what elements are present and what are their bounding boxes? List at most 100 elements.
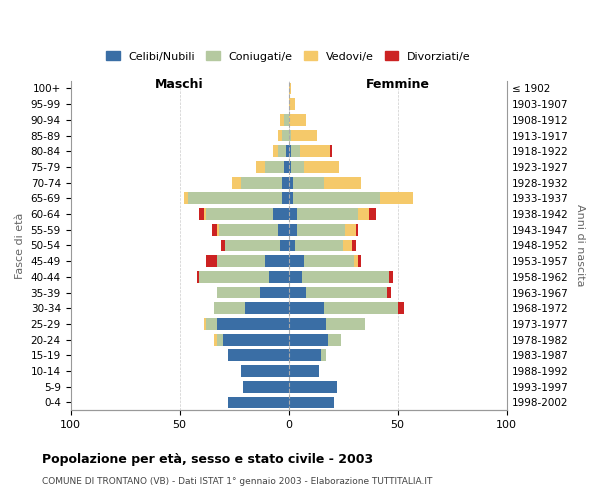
Bar xyxy=(289,98,295,110)
Bar xyxy=(358,208,370,220)
Bar xyxy=(280,240,289,252)
Bar xyxy=(289,161,291,173)
Bar xyxy=(323,302,398,314)
Bar xyxy=(291,146,299,157)
Bar xyxy=(226,240,280,252)
Bar xyxy=(289,350,322,361)
Bar xyxy=(323,177,361,188)
Bar xyxy=(398,302,404,314)
Bar xyxy=(282,177,289,188)
Bar xyxy=(289,130,291,141)
Bar xyxy=(289,256,304,267)
Bar xyxy=(260,286,289,298)
Bar xyxy=(289,208,298,220)
Bar xyxy=(203,208,206,220)
Bar xyxy=(289,286,306,298)
Bar xyxy=(284,114,289,126)
Bar xyxy=(289,82,291,94)
Bar xyxy=(295,240,343,252)
Bar xyxy=(278,146,286,157)
Bar xyxy=(289,224,298,235)
Bar xyxy=(289,334,328,345)
Bar xyxy=(289,240,295,252)
Text: Maschi: Maschi xyxy=(155,78,204,90)
Bar xyxy=(289,177,293,188)
Bar xyxy=(241,365,289,377)
Bar xyxy=(306,286,387,298)
Bar xyxy=(289,302,323,314)
Bar xyxy=(343,240,352,252)
Bar xyxy=(245,302,289,314)
Bar xyxy=(282,192,289,204)
Bar xyxy=(278,224,289,235)
Bar xyxy=(289,271,302,282)
Bar xyxy=(206,208,274,220)
Bar xyxy=(304,161,339,173)
Bar xyxy=(214,302,245,314)
Bar xyxy=(241,177,282,188)
Bar xyxy=(243,381,289,392)
Bar xyxy=(302,271,389,282)
Bar xyxy=(282,130,289,141)
Bar xyxy=(289,318,326,330)
Bar xyxy=(293,192,380,204)
Bar xyxy=(380,192,413,204)
Bar xyxy=(328,334,341,345)
Text: COMUNE DI TRONTANO (VB) - Dati ISTAT 1° gennaio 2003 - Elaborazione TUTTITALIA.I: COMUNE DI TRONTANO (VB) - Dati ISTAT 1° … xyxy=(42,478,433,486)
Y-axis label: Anni di nascita: Anni di nascita xyxy=(575,204,585,286)
Bar xyxy=(217,256,265,267)
Bar xyxy=(352,240,356,252)
Bar xyxy=(289,396,334,408)
Bar xyxy=(265,161,284,173)
Bar xyxy=(278,130,282,141)
Bar xyxy=(293,177,323,188)
Bar xyxy=(289,114,306,126)
Bar xyxy=(227,350,289,361)
Bar xyxy=(265,256,289,267)
Bar xyxy=(206,318,217,330)
Bar xyxy=(217,224,219,235)
Bar xyxy=(289,365,319,377)
Bar xyxy=(286,146,289,157)
Bar xyxy=(256,161,265,173)
Bar xyxy=(289,192,293,204)
Bar xyxy=(206,256,217,267)
Bar xyxy=(291,161,304,173)
Bar xyxy=(199,208,203,220)
Bar xyxy=(354,256,358,267)
Bar xyxy=(203,318,206,330)
Bar xyxy=(389,271,394,282)
Bar xyxy=(223,334,289,345)
Bar xyxy=(214,334,217,345)
Bar xyxy=(217,318,289,330)
Bar xyxy=(280,114,284,126)
Bar xyxy=(356,224,358,235)
Bar xyxy=(232,177,241,188)
Bar xyxy=(188,192,282,204)
Bar xyxy=(346,224,356,235)
Bar xyxy=(274,208,289,220)
Bar xyxy=(217,334,223,345)
Bar xyxy=(184,192,188,204)
Bar xyxy=(217,286,260,298)
Text: Popolazione per età, sesso e stato civile - 2003: Popolazione per età, sesso e stato civil… xyxy=(42,452,373,466)
Bar xyxy=(322,350,326,361)
Bar xyxy=(227,396,289,408)
Y-axis label: Fasce di età: Fasce di età xyxy=(15,212,25,278)
Bar xyxy=(274,146,278,157)
Legend: Celibi/Nubili, Coniugati/e, Vedovi/e, Divorziati/e: Celibi/Nubili, Coniugati/e, Vedovi/e, Di… xyxy=(102,46,475,66)
Bar xyxy=(387,286,391,298)
Bar xyxy=(199,271,269,282)
Bar xyxy=(299,146,330,157)
Bar xyxy=(219,224,278,235)
Bar xyxy=(284,161,289,173)
Bar xyxy=(298,224,346,235)
Bar xyxy=(289,146,291,157)
Bar xyxy=(298,208,358,220)
Bar xyxy=(330,146,332,157)
Bar xyxy=(304,256,354,267)
Text: Femmine: Femmine xyxy=(365,78,430,90)
Bar xyxy=(197,271,199,282)
Bar xyxy=(291,130,317,141)
Bar xyxy=(289,381,337,392)
